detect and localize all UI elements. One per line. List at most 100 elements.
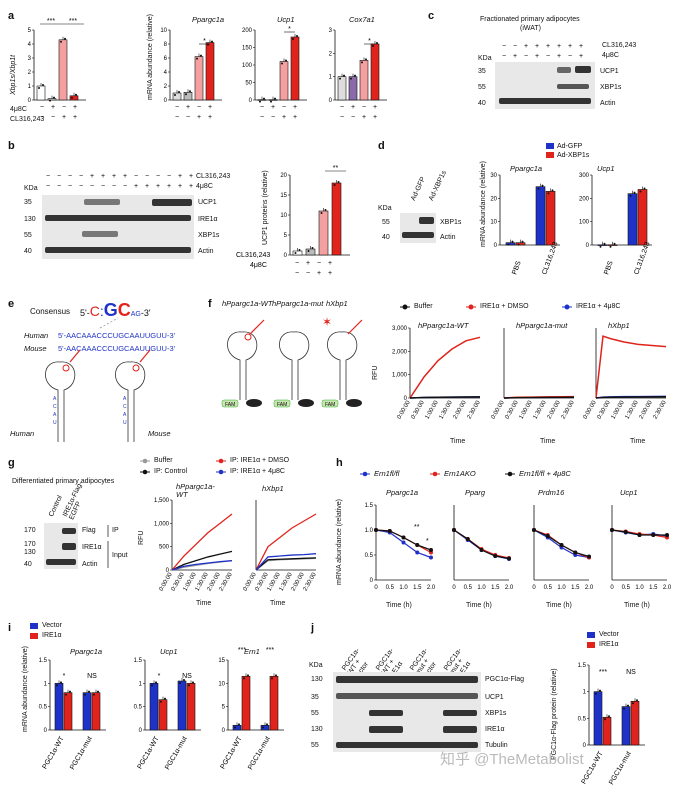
mw-marker: 170 [24,527,36,534]
fam-label: FAM [225,402,235,408]
significance-label: * [158,673,161,680]
x-label: Time [196,600,212,607]
blot-row-label: UCP1 [198,199,217,206]
legend-swatch [30,633,38,639]
treatment-sign: − [145,173,149,180]
bar [63,692,73,731]
kda-label: KDa [24,185,38,192]
mw-marker: 40 [24,248,32,255]
y-tick-label: 2 [329,51,333,57]
bar [205,42,215,101]
y-tick-label: 0 [164,98,168,104]
treatment-sign: − [123,183,127,190]
panel-f-charts: 01,0002,0003,0000:00:000:30:001:00:001:3… [392,326,668,420]
data-point [587,554,591,559]
mw-marker: 35 [311,694,319,701]
consensus-label: Consensus [30,307,71,316]
data-point [211,40,213,43]
treatment-sign: − [186,114,190,121]
x-tick-label: 1.0 [635,585,644,591]
blot-band [557,84,589,89]
data-point [294,252,297,254]
chart-title: Ucp1 [620,488,638,497]
blot-band [443,710,477,716]
bar [305,248,316,256]
data-point [60,681,62,684]
legend-entry: IRE1α + 4μ8C [576,303,621,310]
bracket-lines [107,525,109,568]
svg-text:A: A [53,396,57,402]
data-point [350,77,352,80]
x-tick-label: PGC1α-WT [137,735,162,771]
data-point [511,240,514,243]
data-point [376,42,378,44]
legend-entry: Ern1fl/fl [374,469,400,478]
significance-label: ** [333,165,339,172]
blot-band [82,231,118,237]
series-line [595,395,667,399]
bar [597,244,608,246]
row-label: 4μ8C [602,52,619,59]
human-sequence: 5'-AACAAACCCUGCAAUUGUU-3' [58,331,176,340]
mw-marker: 55 [382,219,390,226]
blot-band [575,66,591,73]
treatment-sign: + [73,114,77,121]
x-label: Time (h) [546,602,572,609]
treatment-sign: − [134,173,138,180]
data-point [573,550,578,555]
species-label: Mouse [148,429,171,438]
treatment-sign: + [317,270,321,277]
treatment-sign: + [186,104,190,111]
data-point [452,528,456,532]
data-point [609,245,612,248]
data-point [633,191,636,194]
chart-title: Ppargc1a [386,488,419,497]
data-point [42,84,44,86]
blot-row-label: PGC1α-Flag [485,676,525,683]
y-tick-label: 2 [164,84,168,90]
treatment-sign: + [189,183,193,190]
y-tick-label: 0 [404,396,408,402]
treatment-sign: + [535,43,539,50]
treatment-sign: − [46,183,50,190]
mw-marker: 55 [311,742,319,749]
x-tick-label: 1.0 [399,585,408,591]
legend-entry: IP: Control [154,468,188,475]
data-point [192,681,194,684]
x-tick-label: PBS [511,260,522,276]
x-tick-label: 2.0 [427,585,436,591]
data-point [259,100,261,103]
data-point [56,684,58,687]
data-point [537,187,540,190]
treatment-sign: − [260,114,264,121]
treatment-sign: − [112,183,116,190]
row-label: 4μ8C [196,183,213,190]
panel-g: g Differentiated primary adipocytes Cont… [0,455,320,615]
mw-marker: 55 [478,84,486,91]
treatment-sign: + [579,43,583,50]
x-label: Time [270,600,286,607]
x-tick-label: PGC1α-mut [69,735,94,771]
treatment-sign: + [579,53,583,60]
chart-title: Ppargc1a [192,15,225,24]
bar [58,39,68,101]
data-point [292,38,294,40]
y-tick-label: 150 [242,46,253,52]
treatment-sign: + [362,114,366,121]
y-tick-label: 50 [245,81,252,87]
data-point [545,534,550,538]
series-line [171,550,233,571]
panel-j: j PGC1α-WT + vector PGC1α-WT + IRE1α PGC… [305,620,674,787]
svg-text:C: C [53,404,57,410]
series-line [503,396,575,399]
y-tick-label: 1.5 [365,503,374,509]
western-blot [44,523,78,569]
data-point [266,723,268,726]
data-point [64,37,66,40]
construct-label: hPpargc1a-WT [222,299,273,308]
series-line [453,529,510,560]
data-point [374,528,378,532]
blot-row-label: IRE1α [198,216,218,223]
data-point [541,184,544,187]
data-point [69,690,71,693]
